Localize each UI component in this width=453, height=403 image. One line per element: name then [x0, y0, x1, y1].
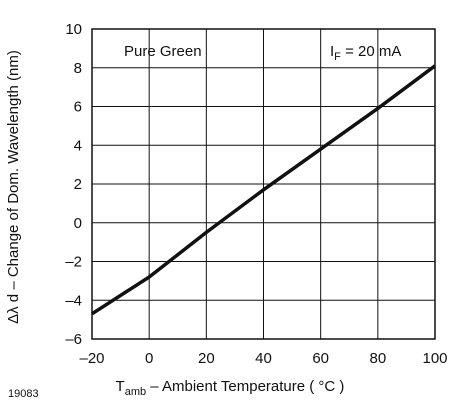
- grid-lines: [91, 28, 436, 340]
- series-layer: [91, 64, 437, 316]
- y-tick-label: 4: [74, 137, 82, 154]
- y-tick-labels: –6 –4 –2 0 2 4 6 8 10: [65, 21, 82, 348]
- x-axis-label-rest: – Ambient Temperature ( °C ): [146, 378, 344, 395]
- x-tick-label: 0: [145, 350, 153, 367]
- annotation-current-subscript: F: [334, 51, 341, 63]
- y-tick-label: 6: [74, 99, 82, 116]
- y-tick-label: 8: [74, 60, 82, 77]
- x-axis-label: Tamb – Ambient Temperature ( °C ): [116, 378, 345, 398]
- figure-id: 19083: [8, 388, 39, 400]
- x-tick-label: 20: [198, 350, 215, 367]
- y-tick-label: –6: [65, 331, 82, 348]
- x-axis-label-subscript: amb: [125, 386, 146, 398]
- y-tick-label: 10: [65, 21, 82, 38]
- annotation-pure-green: Pure Green: [124, 43, 202, 60]
- x-tick-label: 60: [312, 350, 329, 367]
- y-axis-label: Δλ d – Change of Dom. Wavelength (nm): [5, 50, 22, 324]
- y-tick-label: 2: [74, 176, 82, 193]
- annotation-current-value: = 20 mA: [341, 43, 401, 60]
- x-tick-label: 100: [422, 350, 447, 367]
- x-tick-label: 80: [369, 350, 386, 367]
- annotation-current: IF = 20 mA: [330, 43, 401, 63]
- series-line-0: [91, 64, 437, 316]
- y-tick-label: –2: [65, 254, 82, 271]
- x-axis-label-symbol: T: [116, 378, 125, 395]
- y-tick-label: –4: [65, 292, 82, 309]
- y-tick-label: 0: [74, 215, 82, 232]
- x-tick-labels: –20 0 20 40 60 80 100: [79, 350, 447, 367]
- plot-frame: [91, 28, 436, 340]
- x-tick-label: 40: [255, 350, 272, 367]
- annotation-current-symbol: I: [330, 43, 334, 60]
- x-tick-label: –20: [79, 350, 104, 367]
